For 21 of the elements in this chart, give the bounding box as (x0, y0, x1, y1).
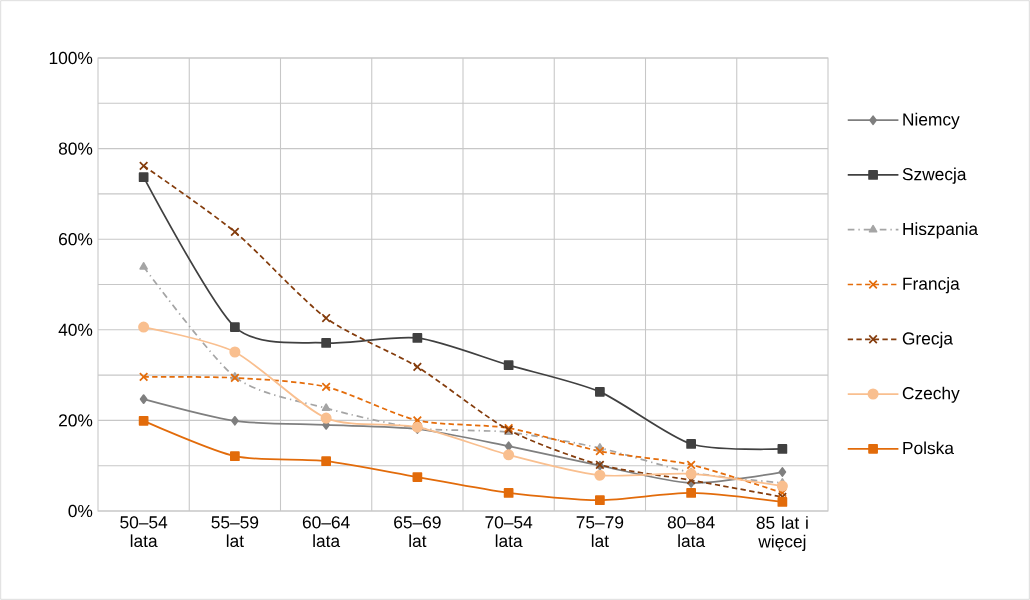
x-tick-label: 75–79 lat (576, 516, 624, 548)
x-tick-label: 80–84 lata (667, 516, 715, 548)
x-tick-label: 55–59 lat (211, 516, 259, 548)
legend-label: Niemcy (903, 112, 960, 129)
y-tick-label: 40% (58, 323, 93, 336)
x-tick-label: 85 lat i więcej (756, 516, 808, 551)
legend-label: Grecja (902, 331, 953, 349)
y-tick-label: 100% (49, 51, 93, 65)
legend-label: Czechy (902, 386, 960, 403)
x-tick-label: 50–54 lata (120, 516, 168, 548)
x-tick-label: 60–64 lata (302, 516, 350, 548)
legend-label: Francja (903, 277, 960, 294)
y-tick-label: 20% (59, 414, 93, 427)
x-tick-label: 65–69 lat (394, 516, 441, 548)
legend-label: Polska (903, 441, 954, 455)
y-tick-label: 80% (58, 142, 93, 155)
y-tick-label: 60% (59, 233, 93, 246)
legend-label: Hiszpania (903, 222, 979, 239)
x-tick-label: 70–54 lata (485, 516, 533, 548)
legend-label: Szwecja (902, 167, 967, 184)
y-tick-label: 0% (68, 504, 93, 518)
